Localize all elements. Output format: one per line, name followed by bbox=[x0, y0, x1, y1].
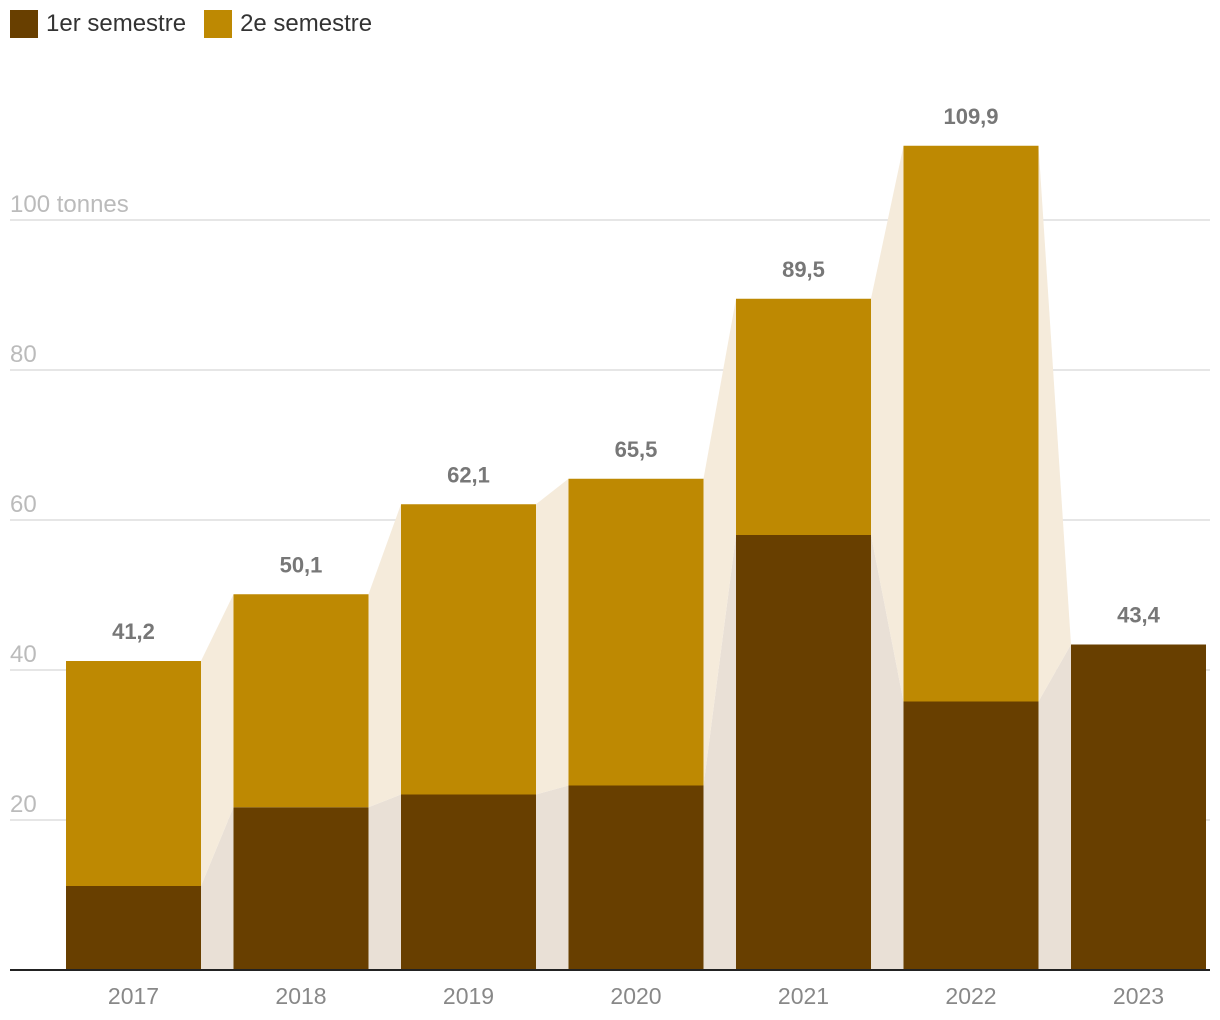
x-tick-label-2019: 2019 bbox=[443, 983, 494, 1009]
bar-second-semester-2022 bbox=[903, 145, 1039, 702]
connector-first-2019 bbox=[536, 785, 569, 970]
legend-label-first-semester: 1er semestre bbox=[46, 10, 187, 37]
legend-swatch-second-semester bbox=[204, 10, 233, 38]
y-tick-label-40: 40 bbox=[10, 641, 37, 668]
x-tick-label-2017: 2017 bbox=[108, 983, 159, 1009]
connector-second-2022 bbox=[1038, 145, 1071, 702]
y-tick-label-80: 80 bbox=[10, 341, 37, 368]
y-tick-label-60: 60 bbox=[10, 491, 37, 518]
x-tick-label-2020: 2020 bbox=[610, 983, 661, 1009]
bar-first-semester-2022 bbox=[903, 701, 1039, 970]
bar-first-semester-2023 bbox=[1071, 644, 1206, 970]
bar-second-semester-2017 bbox=[66, 661, 201, 886]
y-tick-label-20: 20 bbox=[10, 791, 37, 818]
bar-first-semester-2020 bbox=[568, 785, 704, 970]
total-label-2020: 65,5 bbox=[615, 437, 658, 462]
x-tick-label-2023: 2023 bbox=[1113, 983, 1164, 1009]
total-label-2018: 50,1 bbox=[280, 552, 323, 577]
connector-first-2017 bbox=[201, 807, 234, 970]
connector-first-2018 bbox=[368, 794, 401, 970]
legend-item-second-semester[interactable]: 2e semestre bbox=[204, 10, 372, 38]
connector-second-2018 bbox=[368, 504, 401, 808]
total-label-2021: 89,5 bbox=[782, 257, 825, 282]
connector-second-2021 bbox=[871, 145, 904, 702]
total-label-2017: 41,2 bbox=[112, 619, 155, 644]
connector-first-2021 bbox=[871, 535, 904, 970]
x-tick-label-2022: 2022 bbox=[945, 983, 996, 1009]
bar-first-semester-2019 bbox=[401, 794, 536, 970]
connector-second-2020 bbox=[703, 298, 736, 786]
total-label-2019: 62,1 bbox=[447, 462, 490, 487]
x-tick-label-2018: 2018 bbox=[275, 983, 326, 1009]
x-tick-label-2021: 2021 bbox=[778, 983, 829, 1009]
total-label-2023: 43,4 bbox=[1117, 603, 1161, 628]
legend-item-first-semester[interactable]: 1er semestre bbox=[10, 10, 186, 38]
connector-second-2019 bbox=[536, 478, 569, 795]
bar-first-semester-2021 bbox=[736, 535, 871, 970]
legend-label-second-semester: 2e semestre bbox=[240, 10, 373, 37]
connector-second-2017 bbox=[201, 594, 234, 886]
legend-swatch-first-semester bbox=[10, 10, 38, 38]
legend: 1er semestre 2e semestre bbox=[10, 10, 372, 38]
bar-first-semester-2018 bbox=[233, 807, 369, 970]
y-tick-label-100: 100 tonnes bbox=[10, 191, 129, 218]
bar-second-semester-2019 bbox=[401, 504, 536, 795]
connector-first-2022 bbox=[1038, 644, 1071, 970]
bar-second-semester-2018 bbox=[233, 594, 369, 808]
bar-first-semester-2017 bbox=[66, 886, 201, 970]
bar-second-semester-2020 bbox=[568, 478, 704, 786]
connector-first-2020 bbox=[703, 535, 736, 970]
total-label-2022: 109,9 bbox=[943, 104, 998, 129]
bar-second-semester-2021 bbox=[736, 298, 871, 535]
